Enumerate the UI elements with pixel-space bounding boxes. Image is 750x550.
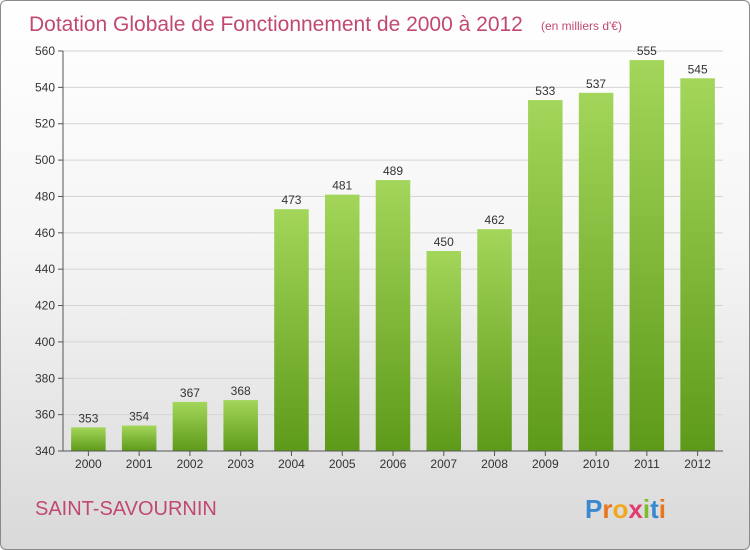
bar (629, 60, 665, 451)
x-tick-label: 2000 (75, 457, 102, 471)
commune-name: SAINT-SAVOURNIN (35, 498, 217, 520)
data-label: 545 (688, 62, 708, 76)
x-tick-label: 2008 (481, 457, 508, 471)
bar (223, 400, 258, 451)
x-tick-label: 2004 (278, 457, 305, 471)
logo-letter: i (659, 494, 666, 524)
bar (71, 427, 106, 451)
y-tick-label: 480 (35, 189, 55, 203)
y-tick-label: 360 (35, 408, 55, 422)
logo-letter: r (602, 494, 612, 524)
data-label: 555 (637, 44, 657, 58)
x-tick-label: 2002 (177, 457, 204, 471)
data-label: 353 (78, 411, 98, 425)
axes: 340 360 380 400 420 440 460 480 500 520 540 560 2000… (35, 44, 723, 471)
y-tick-label: 540 (35, 80, 55, 94)
logo-letter: P (585, 494, 602, 524)
x-tick-label: 2011 (634, 457, 660, 471)
chart-title: Dotation Globale de Fonctionnement de 20… (29, 13, 523, 36)
x-tick-label: 2005 (329, 457, 356, 471)
y-tick-label: 500 (35, 153, 55, 167)
x-tick-label: 2003 (227, 457, 254, 471)
logo-letter: i (643, 494, 650, 524)
bar (121, 425, 157, 451)
bar (274, 209, 309, 451)
y-tick-label: 560 (35, 44, 55, 58)
y-tick-label: 380 (35, 371, 55, 385)
y-tick-label: 440 (35, 262, 55, 276)
bar (528, 100, 563, 451)
bar (578, 92, 614, 452)
data-label: 462 (485, 213, 505, 227)
x-tick-label: 2001 (126, 457, 153, 471)
data-label: 368 (231, 384, 251, 398)
bars: 353 354 367 368 473 481 489 450 462 533 537 555 545 (71, 44, 715, 452)
data-label: 537 (586, 77, 606, 91)
x-tick-label: 2006 (380, 457, 407, 471)
bar (375, 180, 411, 451)
logo-letter: x (628, 494, 643, 524)
data-label: 354 (129, 410, 149, 424)
y-tick-label: 420 (35, 299, 55, 313)
bar (172, 401, 208, 451)
logo-letter: o (612, 494, 628, 524)
x-tick-label: 2009 (532, 457, 559, 471)
bar (324, 194, 360, 452)
data-label: 481 (332, 179, 352, 193)
bar (426, 251, 462, 451)
proxiti-logo: Proxiti (585, 494, 666, 524)
y-tick-label: 520 (35, 117, 55, 131)
x-tick-label: 2007 (430, 457, 457, 471)
bar (680, 78, 715, 451)
data-label: 473 (281, 193, 301, 207)
y-tick-label: 400 (35, 335, 55, 349)
chart-subtitle: (en milliers d'€) (541, 19, 622, 33)
bar (477, 229, 512, 451)
data-label: 533 (535, 84, 555, 98)
data-label: 489 (383, 164, 403, 178)
data-label: 367 (180, 386, 200, 400)
y-tick-label: 460 (35, 226, 55, 240)
x-tick-label: 2012 (684, 457, 711, 471)
x-tick-label: 2010 (583, 457, 610, 471)
y-tick-label: 340 (35, 444, 55, 458)
logo-letter: t (650, 494, 659, 524)
data-label: 450 (434, 235, 454, 249)
